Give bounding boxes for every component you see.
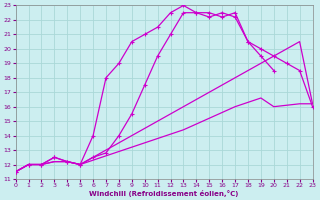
X-axis label: Windchill (Refroidissement éolien,°C): Windchill (Refroidissement éolien,°C): [89, 190, 239, 197]
